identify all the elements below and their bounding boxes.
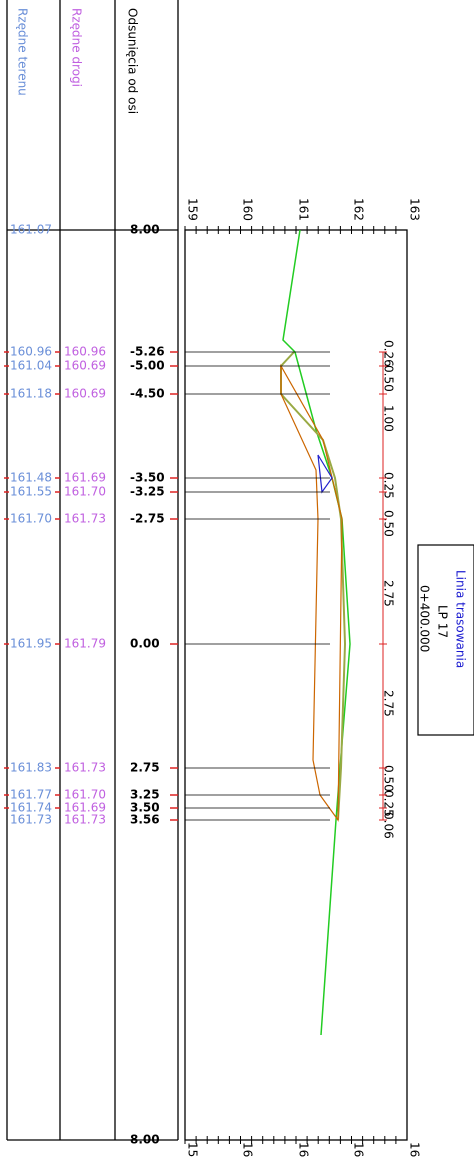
dimension-label: 0.26 (382, 340, 396, 367)
cell: -5.26 (130, 345, 165, 359)
column-header: Rzędne terenu (16, 8, 30, 96)
road-layers (280, 363, 343, 822)
dimension-label: 0.50 (382, 510, 396, 537)
axis-label: 160 (241, 198, 255, 221)
cell: 161.77 (10, 788, 52, 802)
chainage: 0+400.000 (418, 585, 432, 652)
cell: 161.79 (64, 637, 106, 651)
dimension-label: 0.50 (382, 365, 396, 392)
cell: 161.73 (64, 512, 106, 526)
cell: 161.70 (64, 788, 106, 802)
cell: 3.25 (130, 788, 160, 802)
cell: 161.07 (10, 223, 52, 237)
cell: 161.73 (10, 813, 52, 827)
dimension-label: 0.25 (382, 790, 396, 817)
axis-label: 161 (297, 198, 311, 221)
axis-label: 161 (297, 1142, 311, 1157)
cell: 160.69 (64, 387, 106, 401)
cell: 161.48 (10, 471, 52, 485)
axis-label: 162 (352, 198, 366, 221)
cell: 161.69 (64, 801, 106, 815)
cell: -3.25 (130, 485, 165, 499)
ditch (317, 454, 333, 494)
cell: 160.96 (64, 345, 106, 359)
axis-label: 159 (186, 1142, 200, 1157)
cell: 160.69 (64, 359, 106, 373)
cell: 161.83 (10, 761, 52, 775)
column-header: Rzędne drogi (70, 8, 84, 87)
cell: 160.96 (10, 345, 52, 359)
cell: -2.75 (130, 512, 165, 526)
cell: 161.73 (64, 761, 106, 775)
cell: 3.56 (130, 813, 160, 827)
axis-label: 160 (241, 1142, 255, 1157)
cell: -5.00 (130, 359, 165, 373)
cell: 161.74 (10, 801, 52, 815)
axis-label: 162 (352, 1142, 366, 1157)
cell: -4.50 (130, 387, 165, 401)
station-lp: LP 17 (436, 605, 450, 638)
axis-label: 159 (186, 198, 200, 221)
cell: 161.95 (10, 637, 52, 651)
station-box (417, 544, 474, 736)
table-frame (6, 0, 408, 1141)
cell: 161.70 (64, 485, 106, 499)
cell: 161.18 (10, 387, 52, 401)
cell: 161.04 (10, 359, 52, 373)
line-name: Linia trasowania (454, 570, 468, 668)
dimension-label: 0.25 (382, 472, 396, 499)
axis-label: 163 (408, 198, 422, 221)
dimension-label: 0.50 (382, 765, 396, 792)
dimension-label: 2.75 (382, 690, 396, 717)
dimension-label: 2.75 (382, 580, 396, 607)
cell: 0.00 (130, 637, 160, 651)
dimension-label: 1.00 (382, 405, 396, 432)
cell: 161.70 (10, 512, 52, 526)
cell: 161.73 (64, 813, 106, 827)
cell: 8.00 (130, 1133, 160, 1147)
axis-label: 163 (408, 1142, 422, 1157)
column-header: Odsunięcia od osi (126, 8, 140, 114)
cell: 161.55 (10, 485, 52, 499)
dimension-label: 0.06 (382, 812, 396, 839)
cell: -3.50 (130, 471, 165, 485)
cell: 3.50 (130, 801, 160, 815)
cell: 8.00 (130, 223, 160, 237)
cell: 2.75 (130, 761, 160, 775)
cell: 161.69 (64, 471, 106, 485)
